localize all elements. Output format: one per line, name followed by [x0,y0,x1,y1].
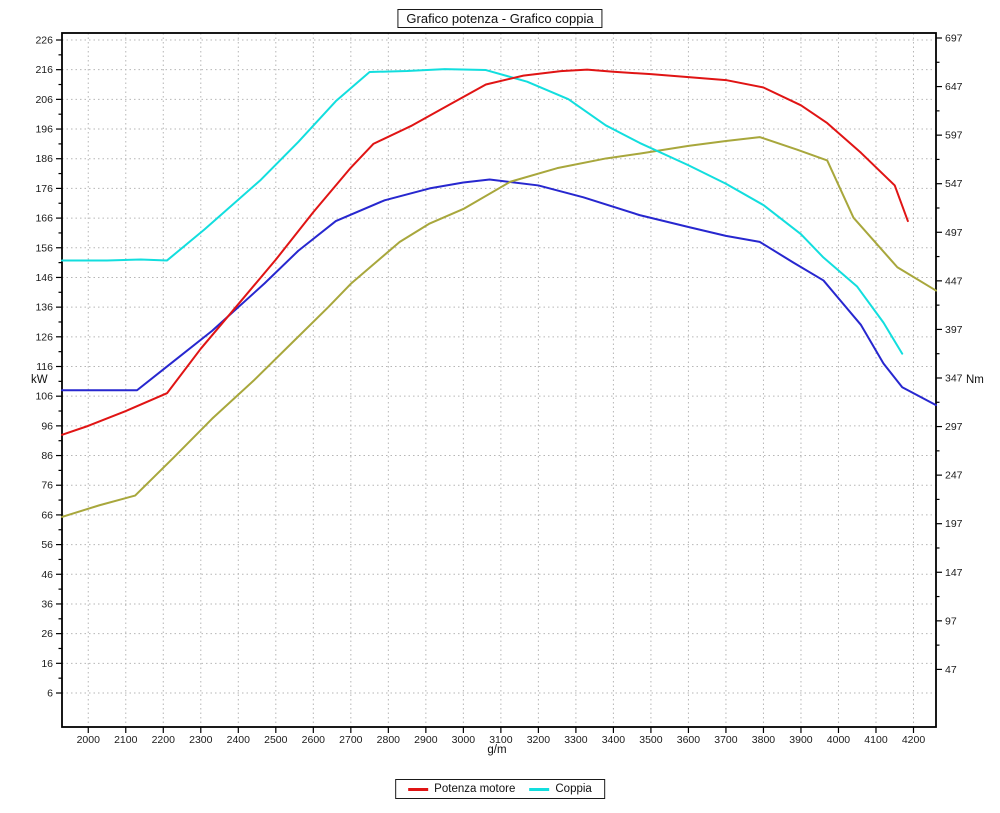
left-axis-tick-label: 226 [35,35,53,47]
x-axis-tick-label: 2400 [227,734,251,746]
right-axis-tick-label: 697 [945,33,963,45]
legend-swatch-coppia [529,787,550,791]
left-axis-tick-label: 106 [35,391,53,403]
legend-item-potenza-motore: Potenza motore [408,783,515,795]
left-axis-tick-label: 136 [35,302,53,314]
legend-swatch-potenza-motore [408,787,429,791]
x-axis-tick-label: 3900 [789,734,813,746]
series-coppia [61,68,904,355]
left-axis-tick-label: 116 [36,361,53,373]
series-curva-blu [61,178,937,407]
left-axis-tick-label: 96 [41,420,53,432]
plot-frame [61,32,937,728]
left-axis-tick-label: 16 [41,658,53,670]
left-axis-tick-label: 66 [41,509,53,521]
right-axis-tick-label: 147 [945,567,963,579]
x-axis-tick-label: 3500 [639,734,663,746]
left-axis-tick-label: 26 [41,628,53,640]
right-axis-tick-label: 197 [945,518,963,530]
left-axis-tick-label: 6 [47,688,53,700]
x-axis-tick-label: 2200 [152,734,176,746]
x-axis-tick-label: 3600 [677,734,701,746]
legend: Potenza motore Coppia [395,779,605,799]
x-axis-tick-label: 2600 [302,734,326,746]
x-axis-tick-label: 2800 [377,734,401,746]
x-axis-tick-label: 3000 [452,734,476,746]
series-curva-gialla [61,136,937,518]
x-axis-tick-label: 3100 [489,734,513,746]
right-axis-tick-label: 497 [945,227,963,239]
left-axis-tick-label: 46 [41,569,53,581]
right-axis-tick-label: 547 [945,178,963,190]
right-axis-tick-label: 347 [945,372,963,384]
x-axis-tick-label: 2100 [114,734,138,746]
x-axis-tick-label: 3800 [752,734,776,746]
left-axis-tick-label: 126 [35,331,53,343]
left-axis-tick-label: 206 [35,94,53,106]
right-axis-tick-label: 397 [945,324,963,336]
right-axis-tick-label: 597 [945,130,963,142]
right-axis-tick-label: 647 [945,81,963,93]
x-axis-tick-label: 2700 [339,734,363,746]
x-axis-tick-label: 2300 [189,734,213,746]
left-axis-tick-label: 56 [41,539,53,551]
right-axis-tick-label: 447 [945,275,963,287]
left-axis-tick-label: 156 [35,242,53,254]
legend-label-potenza-motore: Potenza motore [434,783,516,795]
x-axis-tick-label: 4200 [902,734,926,746]
x-axis-tick-label: 2000 [77,734,101,746]
x-axis-tick-label: 3400 [602,734,626,746]
x-axis-tick-label: 3300 [564,734,588,746]
x-axis-tick-label: 4000 [827,734,851,746]
x-axis-tick-label: 2500 [264,734,288,746]
left-axis-tick-label: 146 [35,272,53,284]
left-axis-tick-label: 176 [35,183,53,195]
left-axis-tick-label: 196 [35,124,53,136]
x-axis-tick-label: 4100 [864,734,888,746]
left-axis-tick-label: 86 [41,450,53,462]
series-potenza-motore [61,68,909,436]
left-axis-unit-label: kW [31,374,48,386]
left-axis-tick-label: 36 [41,598,53,610]
x-axis-tick-label: 3700 [714,734,738,746]
right-axis-tick-label: 247 [945,470,963,482]
legend-label-coppia: Coppia [555,783,592,795]
left-axis-tick-label: 76 [41,480,53,492]
left-axis-tick-label: 216 [35,64,53,76]
x-axis-tick-label: 2900 [414,734,438,746]
right-axis-unit-label: Nm [966,374,984,386]
right-axis-tick-label: 97 [945,615,957,627]
right-axis-tick-label: 297 [945,421,963,433]
chart-title: Grafico potenza - Grafico coppia [397,9,603,28]
x-axis-tick-label: 3200 [527,734,551,746]
left-axis-tick-label: 186 [35,153,53,165]
left-axis-tick-label: 166 [35,213,53,225]
x-axis-unit-label: g/m [487,744,507,756]
right-axis-tick-label: 47 [945,664,957,676]
legend-item-coppia: Coppia [529,783,592,795]
